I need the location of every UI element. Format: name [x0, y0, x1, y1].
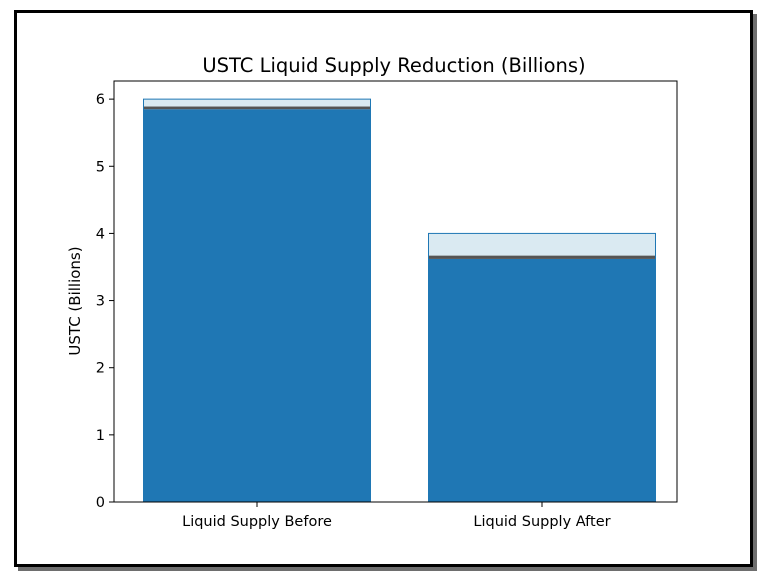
x-tick-label: Liquid Supply Before — [182, 514, 332, 530]
y-tick-label: 4 — [96, 226, 105, 242]
y-tick-label: 0 — [96, 495, 105, 511]
y-tick-label: 3 — [96, 294, 105, 310]
bar-segment-2-2 — [428, 255, 656, 259]
bar-segment-2-3 — [428, 233, 656, 256]
y-tick-label: 1 — [96, 428, 105, 444]
bar-segment-2-1 — [428, 258, 656, 502]
bar-segment-1-2 — [143, 106, 371, 110]
plot-area-frame — [113, 80, 678, 503]
x-ticks-group: Liquid Supply Before Liquid Supply After — [182, 502, 611, 530]
bar-segment-1-3 — [143, 99, 371, 107]
figure-frame: USTC Liquid Supply Reduction (Billions) … — [14, 10, 753, 567]
bar-chart: USTC Liquid Supply Reduction (Billions) … — [66, 54, 678, 530]
y-tick-label: 2 — [96, 361, 105, 377]
bar-segment-1-1 — [143, 109, 371, 502]
y-tick-label: 6 — [96, 92, 105, 108]
y-tick-label: 5 — [96, 159, 105, 175]
y-axis-label: USTC (Billions) — [66, 246, 84, 355]
chart-title: USTC Liquid Supply Reduction (Billions) — [202, 54, 585, 77]
bars-group — [143, 98, 656, 503]
x-tick-label: Liquid Supply After — [473, 514, 610, 530]
y-ticks-group: 0 1 2 3 4 5 6 — [96, 92, 114, 511]
